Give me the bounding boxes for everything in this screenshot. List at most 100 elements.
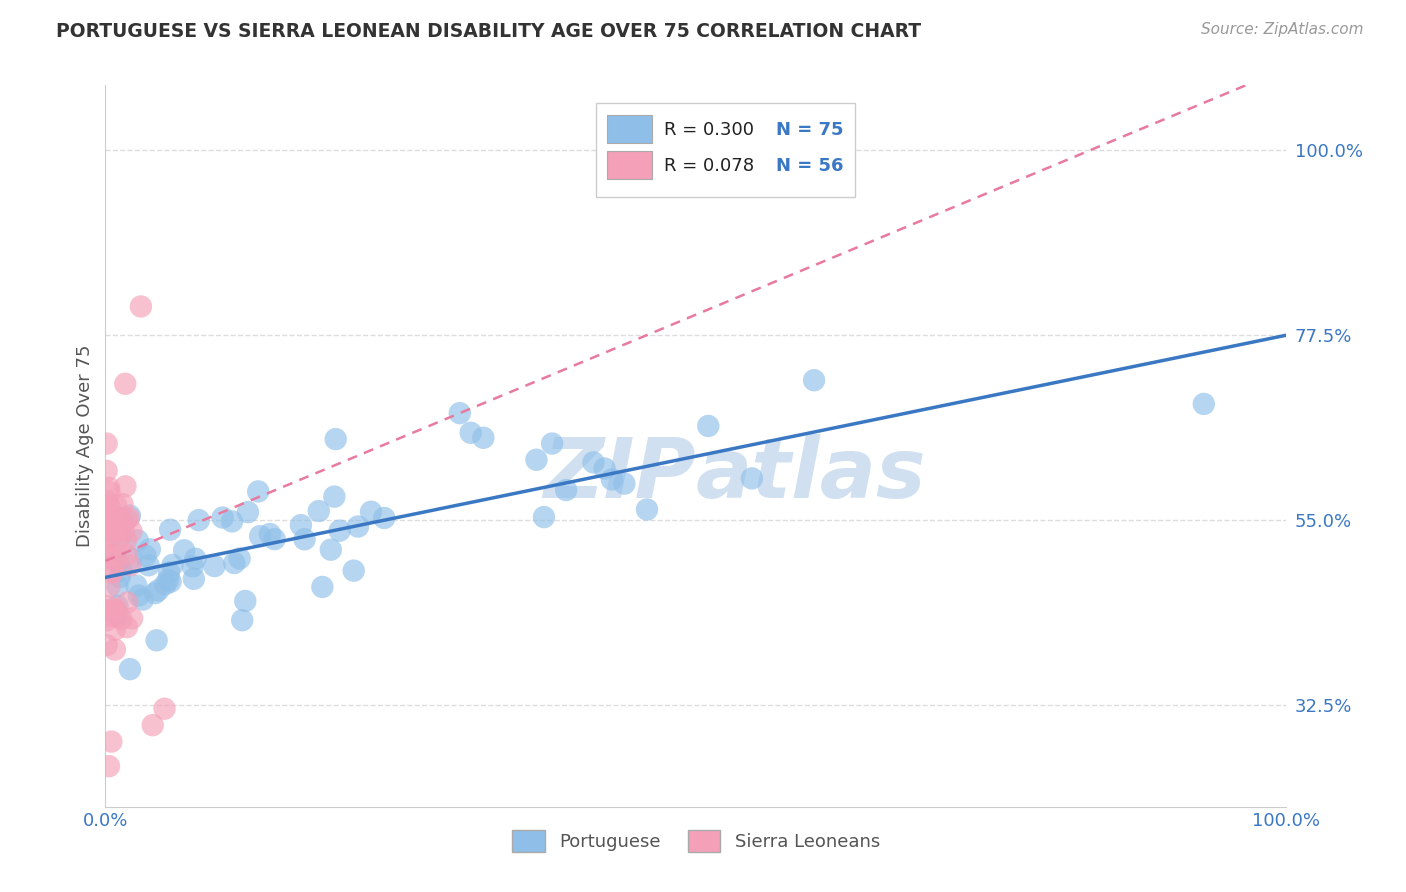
Point — [259, 527, 281, 541]
Point — [98, 531, 121, 545]
Text: N = 75: N = 75 — [776, 121, 844, 139]
Point — [290, 518, 312, 533]
Point — [132, 592, 155, 607]
Point — [613, 476, 636, 491]
Point — [231, 613, 253, 627]
Point — [96, 603, 118, 617]
Point — [347, 519, 370, 533]
Point — [101, 566, 124, 580]
Point — [146, 583, 169, 598]
Point — [183, 572, 205, 586]
Point — [125, 578, 148, 592]
Y-axis label: Disability Age Over 75: Disability Age Over 75 — [76, 344, 94, 548]
Point — [373, 511, 395, 525]
Point — [741, 471, 763, 485]
Point — [96, 524, 118, 539]
Point — [153, 702, 176, 716]
Point — [114, 376, 136, 391]
Point — [96, 603, 118, 617]
Point — [96, 436, 118, 450]
Point — [108, 570, 131, 584]
Point — [541, 436, 564, 450]
Point — [97, 514, 120, 528]
Point — [96, 638, 118, 652]
Point — [114, 479, 136, 493]
Point — [142, 718, 165, 732]
Point — [120, 551, 142, 566]
Point — [803, 373, 825, 387]
Point — [98, 551, 121, 566]
Point — [100, 608, 122, 623]
Point — [582, 455, 605, 469]
Point — [127, 533, 149, 548]
Point — [449, 406, 471, 420]
Text: N = 56: N = 56 — [776, 157, 844, 176]
Point — [162, 558, 184, 572]
Point — [105, 555, 128, 569]
Point — [600, 473, 623, 487]
Point — [360, 505, 382, 519]
Point — [138, 558, 160, 573]
Point — [129, 300, 152, 314]
Point — [97, 508, 120, 523]
Point — [115, 533, 138, 548]
Point — [111, 497, 134, 511]
Point — [249, 529, 271, 543]
Point — [115, 512, 138, 526]
Point — [311, 580, 333, 594]
Point — [159, 574, 181, 589]
Point — [104, 601, 127, 615]
Point — [343, 564, 366, 578]
FancyBboxPatch shape — [607, 152, 652, 178]
Point — [105, 498, 128, 512]
Point — [107, 599, 129, 613]
Point — [105, 608, 128, 623]
Point — [112, 523, 135, 537]
Point — [107, 534, 129, 549]
Point — [105, 553, 128, 567]
Point — [221, 515, 243, 529]
Text: PORTUGUESE VS SIERRA LEONEAN DISABILITY AGE OVER 75 CORRELATION CHART: PORTUGUESE VS SIERRA LEONEAN DISABILITY … — [56, 22, 921, 41]
Point — [98, 500, 121, 514]
Text: ZIP: ZIP — [543, 434, 696, 516]
Text: R = 0.078: R = 0.078 — [664, 157, 754, 176]
Point — [104, 623, 127, 637]
Point — [121, 611, 143, 625]
Point — [115, 548, 138, 562]
Point — [247, 484, 270, 499]
Point — [159, 523, 181, 537]
Point — [472, 431, 495, 445]
Point — [139, 542, 162, 557]
Point — [110, 564, 132, 578]
Point — [100, 734, 122, 748]
Point — [184, 551, 207, 566]
Point — [308, 504, 330, 518]
Point — [211, 510, 233, 524]
Point — [319, 542, 342, 557]
Point — [325, 432, 347, 446]
Point — [173, 543, 195, 558]
Point — [118, 508, 141, 523]
Point — [96, 544, 118, 558]
Point — [323, 490, 346, 504]
Point — [294, 533, 316, 547]
Point — [135, 549, 157, 563]
Point — [96, 464, 118, 478]
Point — [157, 573, 180, 587]
Point — [121, 524, 143, 539]
Point — [100, 548, 122, 562]
Point — [143, 586, 166, 600]
Point — [105, 556, 128, 570]
Point — [111, 514, 134, 528]
Point — [101, 564, 124, 578]
Point — [103, 524, 125, 539]
Point — [96, 502, 118, 516]
Point — [157, 566, 180, 580]
Point — [533, 510, 555, 524]
Point — [636, 502, 658, 516]
Point — [98, 580, 121, 594]
Point — [555, 483, 578, 497]
Point — [224, 556, 246, 570]
Point — [97, 599, 120, 614]
Point — [110, 612, 132, 626]
